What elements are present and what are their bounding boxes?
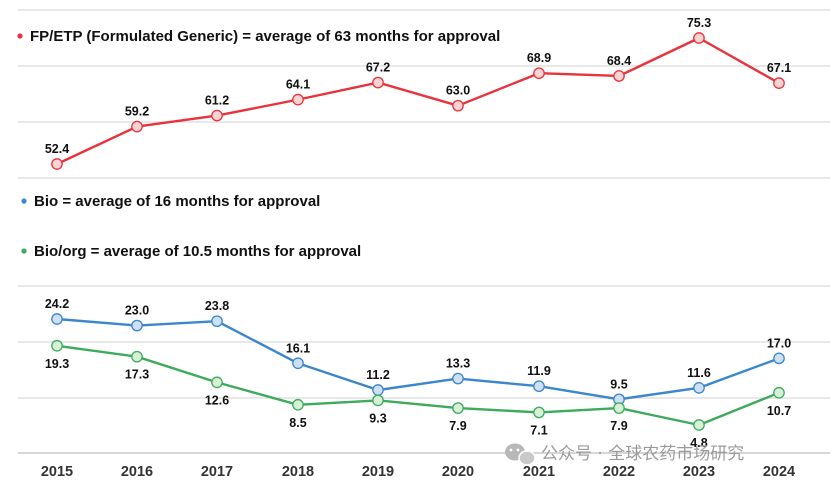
data-point — [372, 394, 384, 407]
data-label: 16.1 — [286, 341, 310, 355]
watermark-text: 公众号 · 全球农药市场研究 — [541, 444, 744, 464]
legend-marker — [17, 33, 23, 39]
data-label: 68.4 — [607, 54, 631, 68]
data-point — [372, 76, 384, 89]
data-label: 64.1 — [286, 78, 310, 92]
x-tick-label: 2018 — [282, 464, 314, 480]
data-point — [693, 32, 705, 44]
series-bio: 24.2 23.0 23.8 16.1 11.2 13.3 11.9 9.5 11.6 17.0 — [45, 297, 791, 406]
data-label: 9.3 — [369, 411, 386, 425]
data-point — [211, 315, 223, 328]
series-line-bioorg — [56, 344, 780, 427]
data-point — [452, 402, 464, 414]
data-label: 19.3 — [45, 357, 69, 371]
gridlines — [18, 9, 830, 454]
data-point — [51, 313, 63, 325]
wechat-icon — [505, 443, 536, 466]
data-point — [693, 419, 705, 431]
series-line-fp — [56, 36, 780, 166]
x-tick-label: 2015 — [41, 464, 73, 480]
data-point — [372, 384, 384, 396]
data-point — [773, 386, 785, 399]
data-label: 17.0 — [767, 336, 791, 350]
data-point — [613, 70, 625, 82]
data-point — [533, 406, 545, 419]
legend-item-bio: Bio = average of 16 months for approval — [21, 193, 320, 210]
data-label: 11.9 — [527, 364, 551, 378]
data-label: 11.2 — [366, 368, 390, 382]
data-point — [211, 109, 223, 122]
data-point — [533, 67, 545, 80]
data-label: 24.2 — [45, 297, 69, 311]
legend-marker — [21, 248, 27, 254]
data-label: 68.9 — [527, 51, 551, 65]
data-point — [51, 339, 63, 352]
data-label: 12.6 — [205, 393, 229, 407]
data-label: 7.1 — [530, 423, 547, 437]
legend-item-bioorg: Bio/org = average of 10.5 months for app… — [21, 243, 361, 260]
x-tick-label: 2023 — [683, 464, 715, 480]
data-point — [292, 357, 304, 370]
data-label: 75.3 — [687, 16, 711, 30]
x-tick-label: 2020 — [442, 464, 474, 480]
data-point — [452, 99, 464, 112]
series-bioorg: 19.3 17.3 12.6 8.5 9.3 7.9 7.1 7.9 4.8 10.7 — [45, 339, 791, 450]
data-point — [292, 398, 304, 411]
data-label: 17.3 — [125, 368, 149, 382]
data-label: 23.0 — [125, 304, 149, 318]
data-label: 52.4 — [45, 142, 69, 156]
data-point — [51, 158, 63, 170]
data-label: 7.9 — [449, 419, 466, 433]
data-point — [533, 380, 545, 393]
x-tick-label: 2019 — [362, 464, 394, 480]
data-label: 4.8 — [690, 436, 707, 450]
data-label: 67.2 — [366, 61, 390, 75]
data-label: 9.5 — [610, 377, 627, 391]
legend-marker — [21, 198, 27, 204]
legend-label: Bio = average of 16 months for approval — [34, 193, 320, 210]
watermark: 公众号 · 全球农药市场研究 — [505, 443, 744, 466]
series-fp: 52.4 59.2 61.2 64.1 67.2 63.0 68.9 68.4 75.3 67.1 — [45, 16, 791, 170]
data-label: 23.8 — [205, 299, 229, 313]
x-tick-label: 2024 — [763, 464, 795, 480]
data-point — [211, 376, 223, 389]
data-point — [131, 350, 143, 363]
x-tick-label: 2017 — [201, 464, 233, 480]
data-label: 11.6 — [687, 366, 711, 380]
data-point — [613, 402, 625, 414]
data-label: 61.2 — [205, 94, 229, 108]
legend: FP/ETP (Formulated Generic) = average of… — [17, 28, 500, 260]
x-tick-label: 2016 — [121, 464, 153, 480]
series-line-bio — [56, 317, 780, 401]
data-label: 13.3 — [446, 357, 470, 371]
data-point — [292, 93, 304, 106]
data-point — [131, 120, 143, 133]
data-label: 59.2 — [125, 105, 149, 119]
data-point — [773, 352, 785, 365]
x-tick-label: 2021 — [523, 464, 555, 480]
x-axis-ticks: 2015 2016 2017 2018 2019 2020 2021 2022 2023 2024 — [41, 464, 795, 480]
data-label: 8.5 — [289, 416, 306, 430]
data-label: 67.1 — [767, 61, 791, 75]
data-point — [773, 77, 785, 89]
data-label: 10.7 — [767, 404, 791, 418]
legend-label: FP/ETP (Formulated Generic) = average of… — [30, 28, 500, 45]
data-point — [131, 319, 143, 332]
legend-item-fp: FP/ETP (Formulated Generic) = average of… — [17, 28, 500, 45]
data-label: 7.9 — [610, 419, 627, 433]
data-point — [452, 372, 464, 385]
series-layer: 52.4 59.2 61.2 64.1 67.2 63.0 68.9 68.4 75.3 67.1… — [45, 16, 791, 450]
x-tick-label: 2022 — [603, 464, 635, 480]
data-point — [693, 381, 705, 394]
legend-label: Bio/org = average of 10.5 months for app… — [34, 243, 361, 260]
data-label: 63.0 — [446, 84, 470, 98]
